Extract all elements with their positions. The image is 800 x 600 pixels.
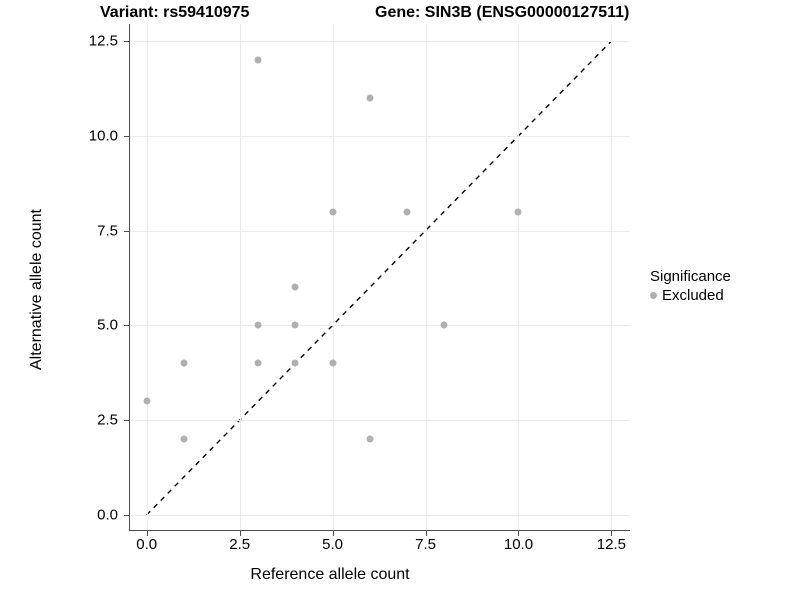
y-axis-tick-label: 0.0 (97, 506, 118, 524)
y-axis-tick-label: 2.5 (97, 411, 118, 429)
grid-line-horizontal (130, 41, 630, 43)
x-axis-tick (146, 531, 148, 536)
legend-dot-icon (650, 292, 657, 299)
x-axis-tick (239, 531, 241, 536)
x-axis-tick-label: 2.5 (229, 536, 251, 553)
scatter-point (291, 283, 299, 291)
y-axis-tick-label: 7.5 (97, 222, 118, 240)
grid-line-vertical (332, 24, 334, 530)
plot-panel: 0.0 2.5 5.0 7.5 10.0 12.5 0.0 2.5 5.0 7.5 10.0 12.5 (89, 24, 630, 553)
x-axis-tick (611, 531, 613, 536)
scatter-point (440, 321, 448, 329)
identity-reference-line (146, 40, 612, 516)
scatter-point (254, 359, 262, 367)
x-axis-tick-label: 12.5 (596, 536, 627, 553)
scatter-point (143, 397, 151, 405)
legend-items: Excluded (650, 287, 800, 304)
scatter-point (291, 359, 299, 367)
scatter-point (180, 359, 188, 367)
grid-line-horizontal (130, 420, 630, 422)
scatter-point (366, 435, 374, 443)
y-axis-line (129, 24, 130, 531)
y-axis-tick (124, 514, 129, 516)
gene-title: Gene: SIN3B (ENSG00000127511) (375, 4, 630, 21)
grid-line-horizontal (130, 135, 630, 137)
y-axis-tick (124, 420, 129, 422)
legend-item-label: Excluded (662, 287, 724, 304)
scatter-point (254, 56, 262, 64)
grid-line-horizontal (130, 325, 630, 327)
x-axis-tick-label: 10.0 (503, 536, 534, 553)
scatter-point (329, 359, 337, 367)
y-axis-tick-label: 12.5 (88, 32, 118, 50)
y-axis-tick (124, 135, 129, 137)
grid-line-vertical (425, 24, 427, 530)
scatter-point (180, 435, 188, 443)
scatter-point (329, 208, 337, 216)
x-axis-title-wrap: Reference allele count (0, 566, 800, 584)
legend-item[interactable]: Excluded (650, 287, 800, 304)
x-axis-tick-label: 0.0 (136, 536, 158, 553)
x-axis-tick-label: 7.5 (415, 536, 436, 553)
x-axis-title: Reference allele count (250, 566, 410, 583)
y-axis-tick-label: 5.0 (97, 316, 118, 334)
grid-line-vertical (239, 24, 241, 530)
scatter-point (254, 321, 262, 329)
legend: Significance Excluded (650, 268, 800, 304)
x-axis-tick-label: 5.0 (322, 536, 344, 553)
grid-line-horizontal (130, 230, 630, 232)
grid-line-vertical (518, 24, 520, 530)
x-axis-tick (425, 531, 427, 536)
y-axis-tick (124, 325, 129, 327)
figure-title-row: Variant: rs59410975 Gene: SIN3B (ENSG000… (0, 2, 800, 28)
scatter-point (366, 94, 374, 102)
scatter-point (291, 321, 299, 329)
grid-line-horizontal (130, 514, 630, 516)
grid-line-vertical (611, 24, 613, 530)
x-axis-tick (518, 531, 520, 536)
y-axis-tick (124, 230, 129, 232)
x-axis-line (129, 530, 630, 531)
variant-title: Variant: rs59410975 (100, 4, 250, 21)
scatter-point (514, 208, 522, 216)
x-axis-tick (332, 531, 334, 536)
y-axis-tick-label: 10.0 (88, 127, 118, 145)
legend-title: Significance (650, 268, 731, 285)
y-axis-tick (124, 41, 129, 43)
grid-line-vertical (146, 24, 148, 530)
y-axis-title: Alternative allele count (28, 209, 45, 370)
scatter-point (403, 208, 411, 216)
